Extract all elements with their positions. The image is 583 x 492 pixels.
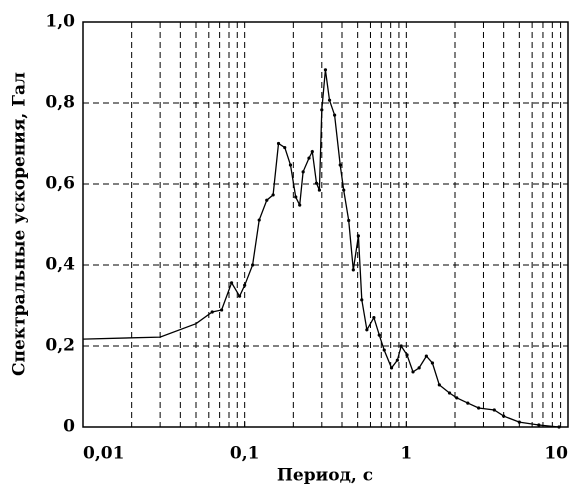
data-point [365, 328, 369, 332]
x-tick-label: 1 [400, 444, 412, 464]
data-point [271, 193, 275, 197]
data-point [537, 423, 541, 427]
data-point [251, 263, 255, 267]
data-point [517, 420, 521, 424]
y-tick-label: 0 [63, 417, 75, 437]
y-tick-label: 1,0 [45, 12, 75, 32]
data-point [447, 391, 452, 395]
data-point [314, 181, 319, 185]
data-point [372, 316, 376, 320]
data-point [310, 150, 314, 154]
data-point [395, 358, 399, 362]
data-point [283, 145, 287, 150]
data-point [360, 298, 364, 302]
data-point [320, 108, 324, 112]
y-tick-label: 0,6 [45, 174, 75, 194]
data-point [351, 268, 355, 272]
data-point [411, 370, 415, 374]
data-point [237, 294, 242, 298]
data-point [466, 401, 470, 405]
x-tick-label: 0,01 [83, 444, 124, 464]
data-point [430, 361, 435, 365]
x-axis-label: Период, с [277, 466, 373, 486]
data-point [347, 218, 351, 223]
data-point [338, 163, 342, 167]
data-point [265, 198, 269, 202]
data-point [424, 354, 428, 358]
data-point [377, 333, 381, 337]
data-point [399, 344, 403, 348]
y-tick-label: 0,8 [45, 93, 75, 113]
data-point [356, 234, 360, 238]
data-point [301, 170, 305, 174]
data-point [477, 406, 481, 410]
data-point [243, 283, 247, 287]
data-point [502, 414, 506, 418]
data-point [382, 348, 386, 352]
data-point [220, 308, 224, 312]
x-tick-label: 0,1 [230, 444, 260, 464]
data-point [317, 188, 322, 192]
x-tick-label: 10 [544, 444, 568, 464]
data-point [294, 195, 298, 199]
data-point [210, 310, 214, 314]
data-point [557, 425, 561, 429]
data-point [437, 383, 441, 387]
data-point [229, 281, 234, 285]
data-point [342, 188, 346, 192]
data-point [307, 156, 311, 160]
data-point [327, 98, 332, 102]
data-point [417, 366, 421, 370]
data-point [389, 366, 394, 370]
data-point [257, 218, 261, 222]
data-point [405, 353, 409, 357]
y-axis-label: Спектральные ускорения, Гал [10, 72, 30, 376]
data-point [276, 141, 281, 146]
plot-frame [82, 21, 569, 428]
y-tick-label: 0,4 [45, 255, 75, 275]
data-point [288, 163, 293, 167]
y-tick-label: 0,2 [45, 336, 75, 356]
data-point [323, 68, 328, 72]
data-point [455, 396, 459, 400]
data-point [492, 408, 496, 412]
data-point [333, 113, 337, 117]
data-point [298, 203, 302, 207]
spectrum-line [82, 69, 560, 428]
